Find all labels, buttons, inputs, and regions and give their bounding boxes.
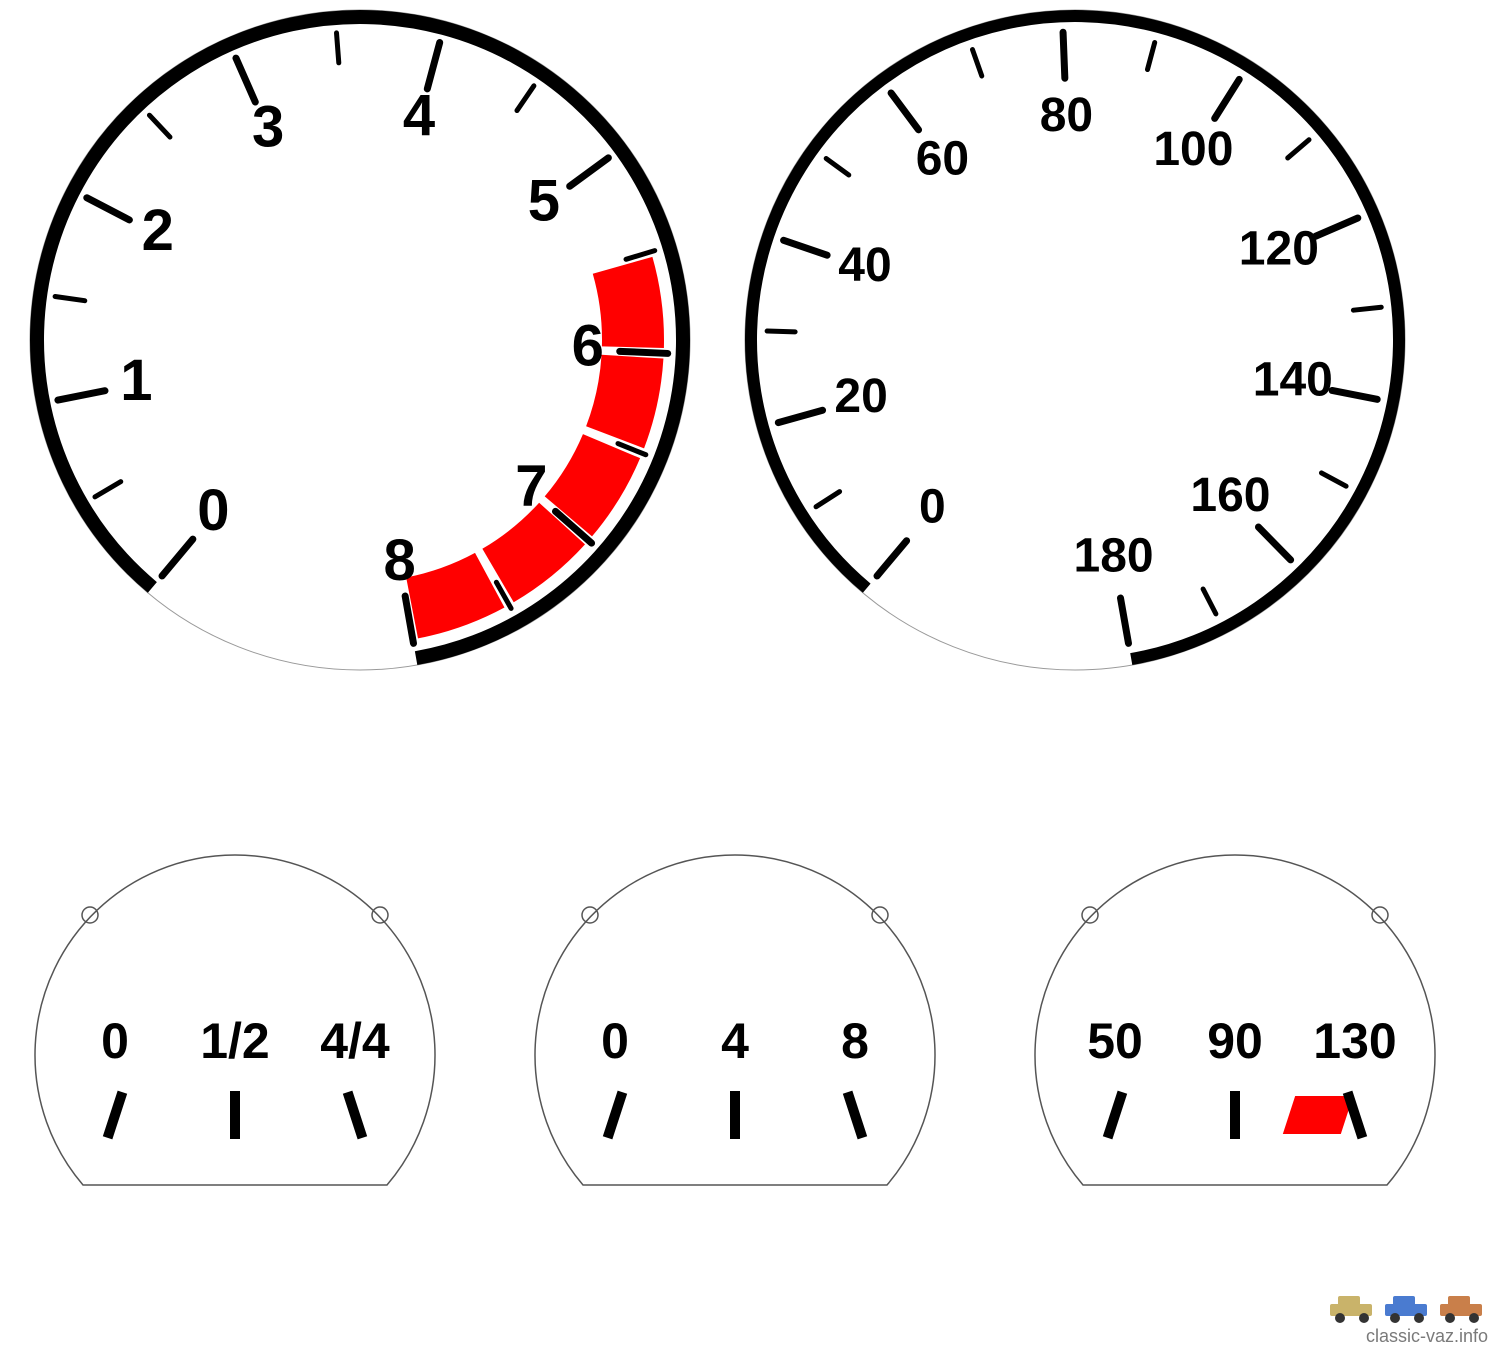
oil-pressure-gauge-label: 8 (841, 1013, 869, 1069)
oil-pressure-gauge-label: 0 (601, 1013, 629, 1069)
fuel-gauge-label: 0 (101, 1013, 129, 1069)
speedometer-label: 0 (919, 481, 946, 534)
tachometer-tick-major (427, 42, 439, 88)
speedometer-label: 60 (916, 133, 969, 186)
speedometer-tick-major (784, 240, 828, 255)
dashboard-diagram: 01234567802040608010012014016018001/24/4… (0, 0, 1500, 1351)
tachometer-label: 4 (403, 83, 435, 148)
speedometer-label: 140 (1253, 353, 1333, 406)
oil-pressure-gauge-label: 4 (721, 1013, 749, 1069)
speedometer-tick-major (1120, 598, 1128, 643)
tachometer-label: 1 (120, 348, 152, 413)
tachometer-label: 8 (383, 528, 415, 593)
speedometer-tick-major (891, 93, 918, 130)
speedometer-tick-minor (1203, 589, 1216, 614)
speedometer-tick-minor (1288, 140, 1309, 158)
tachometer-tick-minor (55, 296, 85, 300)
speedometer-tick-major (1332, 390, 1377, 399)
tachometer: 01 2 3 4 5 6 7 8 (30, 10, 690, 670)
logo-car-icon (1330, 1296, 1372, 1323)
speedometer-tick-major (1215, 79, 1240, 118)
speedometer-tick-major (877, 541, 907, 576)
speedometer-label: 100 (1153, 123, 1233, 176)
speedometer-label: 40 (838, 239, 891, 292)
tachometer-tick-minor (95, 482, 121, 497)
speedometer-tick-minor (1321, 473, 1346, 486)
oil-pressure-gauge: 0 4 8 (535, 855, 935, 1185)
speedometer-tick-major (1063, 32, 1065, 78)
tachometer-tick-major (87, 198, 130, 220)
tachometer-tick-major (620, 351, 668, 353)
speedometer-tick-major (1258, 527, 1290, 560)
speedometer-tick-minor (767, 331, 795, 332)
tachometer-tick-major (58, 391, 105, 400)
logo-car-icon (1440, 1296, 1482, 1323)
tachometer-label: 0 (197, 478, 229, 543)
temperature-gauge: 50 90 130 (1035, 855, 1435, 1185)
temperature-gauge-redzone (1283, 1096, 1353, 1134)
temperature-gauge-label: 50 (1087, 1013, 1143, 1069)
tachometer-tick-major (162, 539, 193, 576)
speedometer-tick-major (778, 410, 822, 422)
logo-car-icon (1385, 1296, 1427, 1323)
fuel-gauge: 0 1/2 4/4 (35, 855, 435, 1185)
tachometer-label: 2 (142, 198, 174, 263)
tachometer-label: 6 (572, 313, 604, 378)
tachometer-redzone-seg (406, 553, 504, 638)
speedometer-label: 120 (1239, 223, 1319, 276)
tachometer-tick-minor (517, 86, 534, 111)
tachometer-label: 3 (252, 95, 284, 160)
speedometer-label: 160 (1190, 469, 1270, 522)
tachometer-label: 5 (528, 169, 560, 234)
fuel-gauge-label: 1/2 (200, 1013, 270, 1069)
fuel-gauge-label: 4/4 (320, 1013, 390, 1069)
temperature-gauge-label: 130 (1313, 1013, 1396, 1069)
speedometer-tick-minor (1147, 42, 1154, 69)
speedometer-label: 80 (1040, 89, 1093, 142)
tachometer-tick-minor (149, 115, 170, 137)
speedometer-tick-minor (826, 158, 849, 175)
speedometer-tick-major (1316, 218, 1358, 236)
speedometer-tick-minor (1353, 307, 1381, 310)
temperature-gauge-label: 90 (1207, 1013, 1263, 1069)
tachometer-tick-minor (337, 33, 339, 63)
speedometer-label: 180 (1074, 529, 1154, 582)
speedometer-label: 20 (834, 370, 887, 423)
watermark-text: classic-vaz.info (1366, 1326, 1488, 1347)
tachometer-tick-major (570, 158, 609, 186)
speedometer-tick-minor (972, 50, 981, 76)
speedometer-tick-minor (816, 492, 840, 507)
speedometer: 0 20 40 60 80 100120 140 160 180 (745, 10, 1405, 670)
tachometer-label: 7 (515, 454, 547, 519)
